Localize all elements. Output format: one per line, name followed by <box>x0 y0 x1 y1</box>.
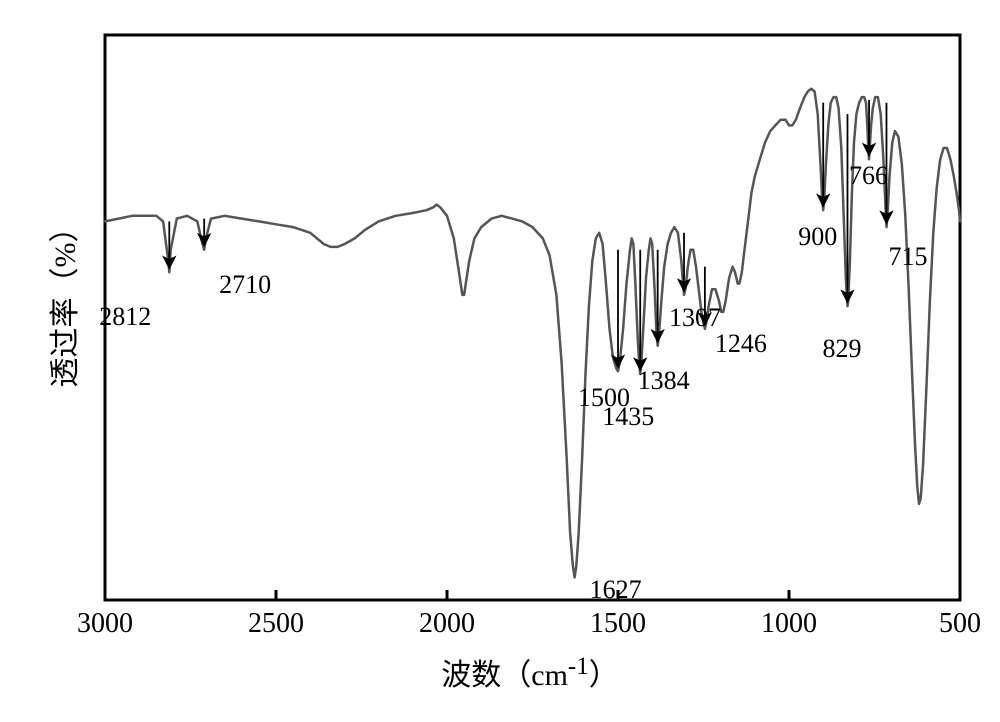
peak-label: 715 <box>888 242 927 272</box>
peak-label: 900 <box>798 222 837 252</box>
chart-container: 波数（cm-1） 透过率（%） 3000 2500 2000 1500 1000 500 2… <box>0 0 1000 722</box>
peak-label: 766 <box>849 161 888 191</box>
peak-label: 2710 <box>219 270 271 300</box>
x-tick-label: 1500 <box>578 608 658 640</box>
x-axis-label: 波数（cm-1） <box>400 650 660 694</box>
x-tick-label: 1000 <box>749 608 829 640</box>
x-tick-label: 2500 <box>236 608 316 640</box>
x-tick-label: 3000 <box>65 608 145 640</box>
peak-label: 1627 <box>590 575 642 605</box>
y-axis-label: 透过率（%） <box>40 150 84 450</box>
peak-label: 829 <box>822 334 861 364</box>
peak-label: 1307 <box>669 303 721 333</box>
x-tick-label: 2000 <box>407 608 487 640</box>
peak-label: 2812 <box>99 302 151 332</box>
peak-label: 1435 <box>602 402 654 432</box>
peak-label: 1384 <box>638 366 690 396</box>
x-tick-label: 500 <box>920 608 1000 640</box>
peak-label: 1246 <box>715 329 767 359</box>
